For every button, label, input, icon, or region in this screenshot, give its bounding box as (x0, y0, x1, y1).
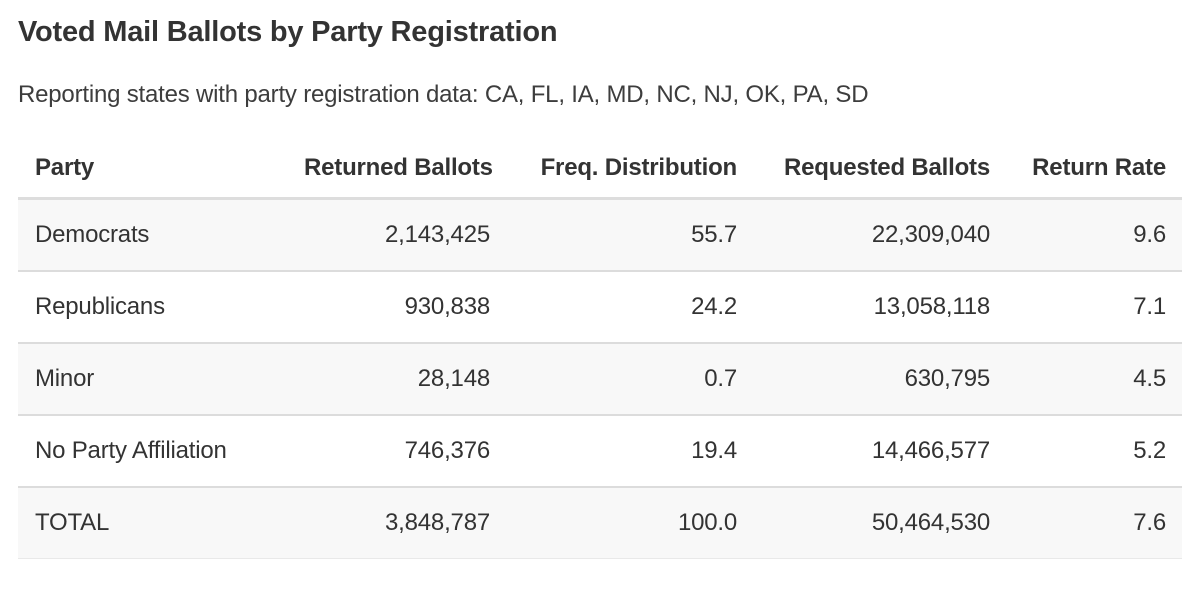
table-row-republicans: Republicans 930,838 24.2 13,058,118 7.1 (18, 271, 1182, 343)
cell-returned-ballots: 2,143,425 (385, 221, 490, 248)
table-row-democrats: Democrats 2,143,425 55.7 22,309,040 9.6 (18, 198, 1182, 271)
cell-returned-ballots: 3,848,787 (385, 509, 490, 536)
cell-requested-ballots: 14,466,577 (871, 437, 990, 464)
cell-party: Democrats (35, 221, 150, 248)
cell-returned-ballots: 746,376 (404, 437, 491, 464)
cell-return-rate: 7.6 (1133, 509, 1166, 536)
table-row-no-party-affiliation: No Party Affiliation 746,376 19.4 14,466… (18, 415, 1182, 487)
cell-returned-ballots: 930,838 (404, 293, 491, 320)
cell-returned-ballots: 28,148 (417, 365, 490, 392)
table-row-total: TOTAL 3,848,787 100.0 50,464,530 7.6 (18, 487, 1182, 559)
cell-party: Republicans (35, 293, 165, 320)
cell-freq-distribution: 24.2 (691, 293, 737, 320)
cell-freq-distribution: 55.7 (691, 221, 737, 248)
column-header-party: Party (18, 150, 288, 200)
cell-requested-ballots: 50,464,530 (871, 509, 990, 536)
page-title: Voted Mail Ballots by Party Registration (18, 16, 558, 48)
cell-requested-ballots: 13,058,118 (873, 293, 991, 320)
column-header-requested-ballots: Requested Ballots (753, 150, 1006, 200)
cell-return-rate: 4.5 (1133, 365, 1166, 392)
cell-requested-ballots: 630,795 (904, 365, 991, 392)
cell-requested-ballots: 22,309,040 (871, 221, 990, 248)
column-header-returned-ballots: Returned Ballots (288, 150, 506, 200)
cell-return-rate: 9.6 (1133, 221, 1166, 248)
cell-return-rate: 5.2 (1133, 437, 1166, 464)
page-container: Voted Mail Ballots by Party Registration… (0, 13, 1200, 559)
cell-freq-distribution: 100.0 (677, 509, 737, 536)
cell-party: TOTAL (35, 509, 110, 536)
column-header-freq-distribution: Freq. Distribution (506, 150, 753, 200)
cell-freq-distribution: 19.4 (691, 437, 737, 464)
page-subtitle: Reporting states with party registration… (18, 81, 869, 108)
table-header-row: Party Returned Ballots Freq. Distributio… (18, 150, 1182, 200)
cell-party: Minor (35, 365, 95, 392)
cell-return-rate: 7.1 (1133, 293, 1166, 320)
cell-party: No Party Affiliation (35, 437, 227, 464)
table-row-minor: Minor 28,148 0.7 630,795 4.5 (18, 343, 1182, 415)
ballots-by-party-table: Party Returned Ballots Freq. Distributio… (18, 150, 1182, 559)
cell-freq-distribution: 0.7 (704, 365, 737, 392)
column-header-return-rate: Return Rate (1006, 150, 1182, 200)
